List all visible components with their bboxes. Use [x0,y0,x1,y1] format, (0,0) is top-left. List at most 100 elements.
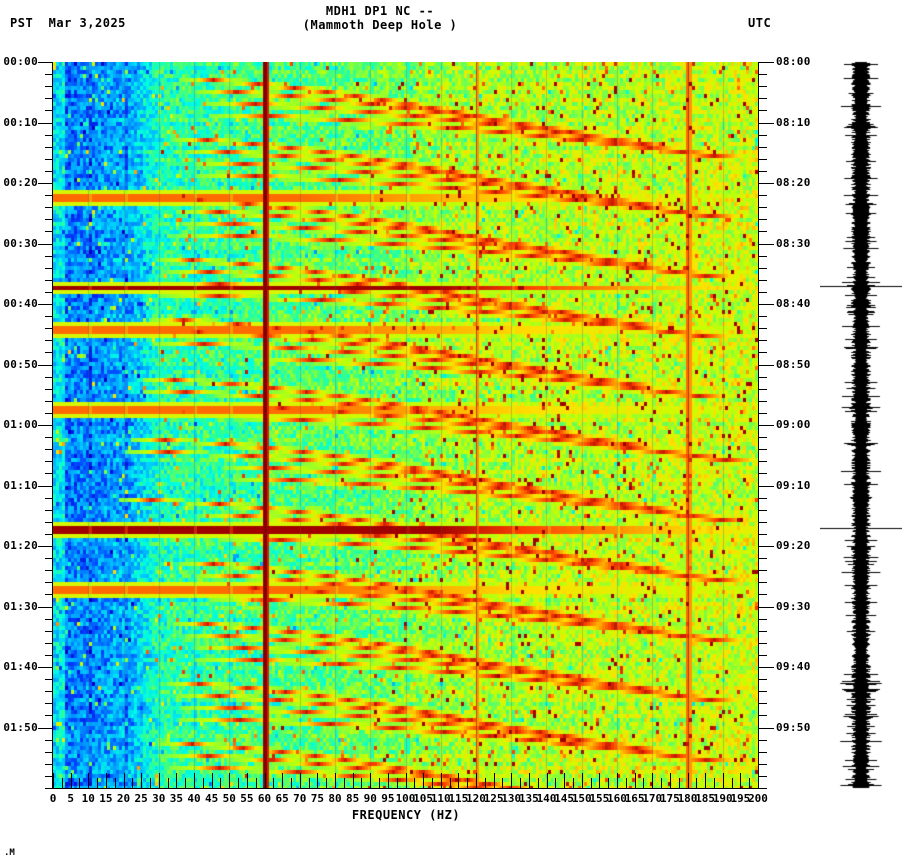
axis-tick-minor [608,778,609,788]
axis-tick-major [723,773,724,788]
x-axis-title: FREQUENCY (HZ) [351,808,461,822]
axis-tick-minor [45,328,53,329]
axis-tick-minor [45,340,53,341]
axis-tick-major [38,304,53,305]
axis-tick-minor [759,340,767,341]
axis-label-right: 08:50 [776,357,811,371]
axis-tick-minor [45,558,53,559]
axis-tick-minor [45,643,53,644]
axis-tick-major [759,62,774,63]
axis-tick-minor [45,449,53,450]
axis-label-frequency: 40 [187,792,201,805]
axis-label-left: 01:10 [3,478,38,492]
axis-label-frequency: 70 [293,792,307,805]
axis-tick-minor [379,778,380,788]
axis-tick-minor [467,778,468,788]
axis-tick-major [599,773,600,788]
axis-label-right: 09:40 [776,660,811,673]
axis-tick-minor [220,778,221,788]
axis-tick-major [423,773,424,788]
axis-tick-minor [759,498,767,499]
axis-tick-major [759,123,774,124]
axis-tick-major [670,773,671,788]
axis-tick-major [388,773,389,788]
axis-tick-minor [759,764,767,765]
axis-label-frequency: 165 [624,792,645,805]
axis-tick-minor [45,316,53,317]
axis-tick-minor [45,352,53,353]
axis-tick-major [635,773,636,788]
axis-tick-minor [749,778,750,788]
axis-tick-minor [502,778,503,788]
axis-tick-minor [45,195,53,196]
axis-tick-minor [45,534,53,535]
axis-tick-minor [591,778,592,788]
axis-tick-major [759,304,774,305]
axis-tick-minor [759,328,767,329]
axis-tick-minor [759,534,767,535]
axis-tick-minor [45,715,53,716]
axis-label-right: 08:20 [776,176,811,189]
axis-tick-minor [115,778,116,788]
axis-tick-minor [45,740,53,741]
axis-tick-minor [45,219,53,220]
axis-tick-minor [759,570,767,571]
axis-tick-minor [759,74,767,75]
axis-label-frequency: 140 [536,792,557,805]
axis-tick-minor [759,740,767,741]
axis-tick-major [617,773,618,788]
axis-tick-minor [45,280,53,281]
axis-tick-minor [643,778,644,788]
axis-tick-minor [759,377,767,378]
axis-label-frequency: 15 [99,792,113,805]
axis-label-right: 09:20 [776,539,811,552]
axis-tick-minor [45,655,53,656]
axis-label-frequency: 190 [712,792,733,805]
axis-tick-major [406,773,407,788]
axis-tick-minor [661,778,662,788]
axis-tick-minor [45,256,53,257]
axis-tick-minor [759,219,767,220]
axis-tick-minor [696,778,697,788]
axis-tick-minor [45,231,53,232]
axis-tick-minor [326,778,327,788]
axis-label-left: 00:20 [3,176,38,189]
axis-tick-minor [759,352,767,353]
axis-tick-minor [45,147,53,148]
seismogram-trace-strip[interactable] [820,60,902,790]
axis-tick-minor [97,778,98,788]
axis-label-right: 09:00 [776,418,811,431]
axis-label-frequency: 80 [328,792,342,805]
axis-label-frequency: 25 [134,792,148,805]
axis-tick-minor [150,778,151,788]
axis-label-frequency: 125 [483,792,504,805]
axis-label-left: 01:20 [3,539,38,552]
axis-tick-minor [168,778,169,788]
axis-tick-minor [759,594,767,595]
axis-tick-major [38,365,53,366]
axis-tick-major [441,773,442,788]
axis-tick-minor [45,437,53,438]
axis-tick-minor [759,510,767,511]
axis-tick-minor [759,715,767,716]
axis-tick-minor [759,679,767,680]
axis-label-frequency: 195 [730,792,751,805]
spectrogram-plot[interactable] [53,62,758,788]
axis-tick-minor [45,510,53,511]
axis-tick-minor [759,98,767,99]
header-left-timezone: PST Mar 3,2025 [10,16,126,30]
axis-tick-minor [45,619,53,620]
axis-tick-major [124,773,125,788]
axis-tick-minor [45,207,53,208]
axis-tick-major [370,773,371,788]
axis-tick-minor [45,498,53,499]
axis-tick-minor [759,147,767,148]
axis-tick-minor [759,522,767,523]
axis-label-frequency: 170 [642,792,663,805]
axis-label-frequency: 55 [240,792,254,805]
axis-tick-minor [759,389,767,390]
axis-tick-major [38,728,53,729]
axis-tick-minor [45,522,53,523]
axis-tick-major [265,773,266,788]
axis-tick-minor [759,292,767,293]
